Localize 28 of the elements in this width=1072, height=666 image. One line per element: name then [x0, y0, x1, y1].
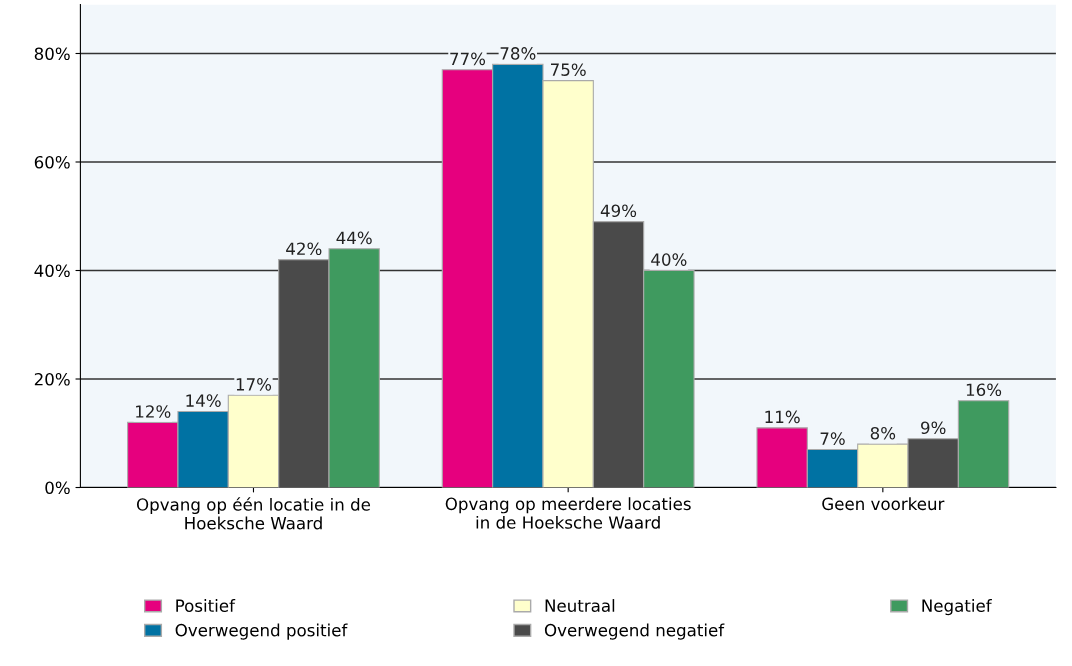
data-label: 8% — [870, 426, 896, 440]
y-tick-label: 20% — [34, 372, 70, 386]
data-label: 75% — [551, 63, 586, 76]
legend-label: Overwegend negatief — [544, 623, 725, 640]
data-label: 44% — [336, 231, 372, 245]
y-tick-label: 80% — [34, 47, 70, 61]
data-label: 77% — [450, 52, 486, 66]
legend-label: Positief — [176, 599, 236, 612]
x-tick-label: Geen voorkeur — [822, 497, 945, 511]
data-label: 42% — [286, 242, 322, 256]
y-tick-label: 60% — [34, 155, 70, 169]
data-label: 14% — [186, 394, 221, 407]
data-label: 16% — [966, 383, 1002, 397]
data-label: 40% — [651, 253, 687, 266]
x-tick-label: Opvang op meerdere locaties in de Hoeksche Waard — [445, 497, 691, 529]
data-label: 49% — [600, 204, 637, 218]
data-label: 78% — [500, 47, 536, 60]
data-label: 17% — [236, 378, 272, 391]
legend-label: Negatief — [922, 599, 992, 616]
legend-label: Neutraal — [545, 599, 615, 612]
data-label: 11% — [765, 410, 800, 424]
y-tick-label: 40% — [34, 264, 70, 278]
x-tick-label: Opvang op één locatie in de Hoeksche Waard — [136, 497, 371, 530]
data-label: 7% — [820, 432, 845, 445]
legend-label: Overwegend positief — [175, 623, 348, 640]
data-label: 9% — [921, 421, 946, 435]
y-tick-label: 0% — [45, 481, 70, 495]
data-label: 12% — [136, 405, 171, 418]
